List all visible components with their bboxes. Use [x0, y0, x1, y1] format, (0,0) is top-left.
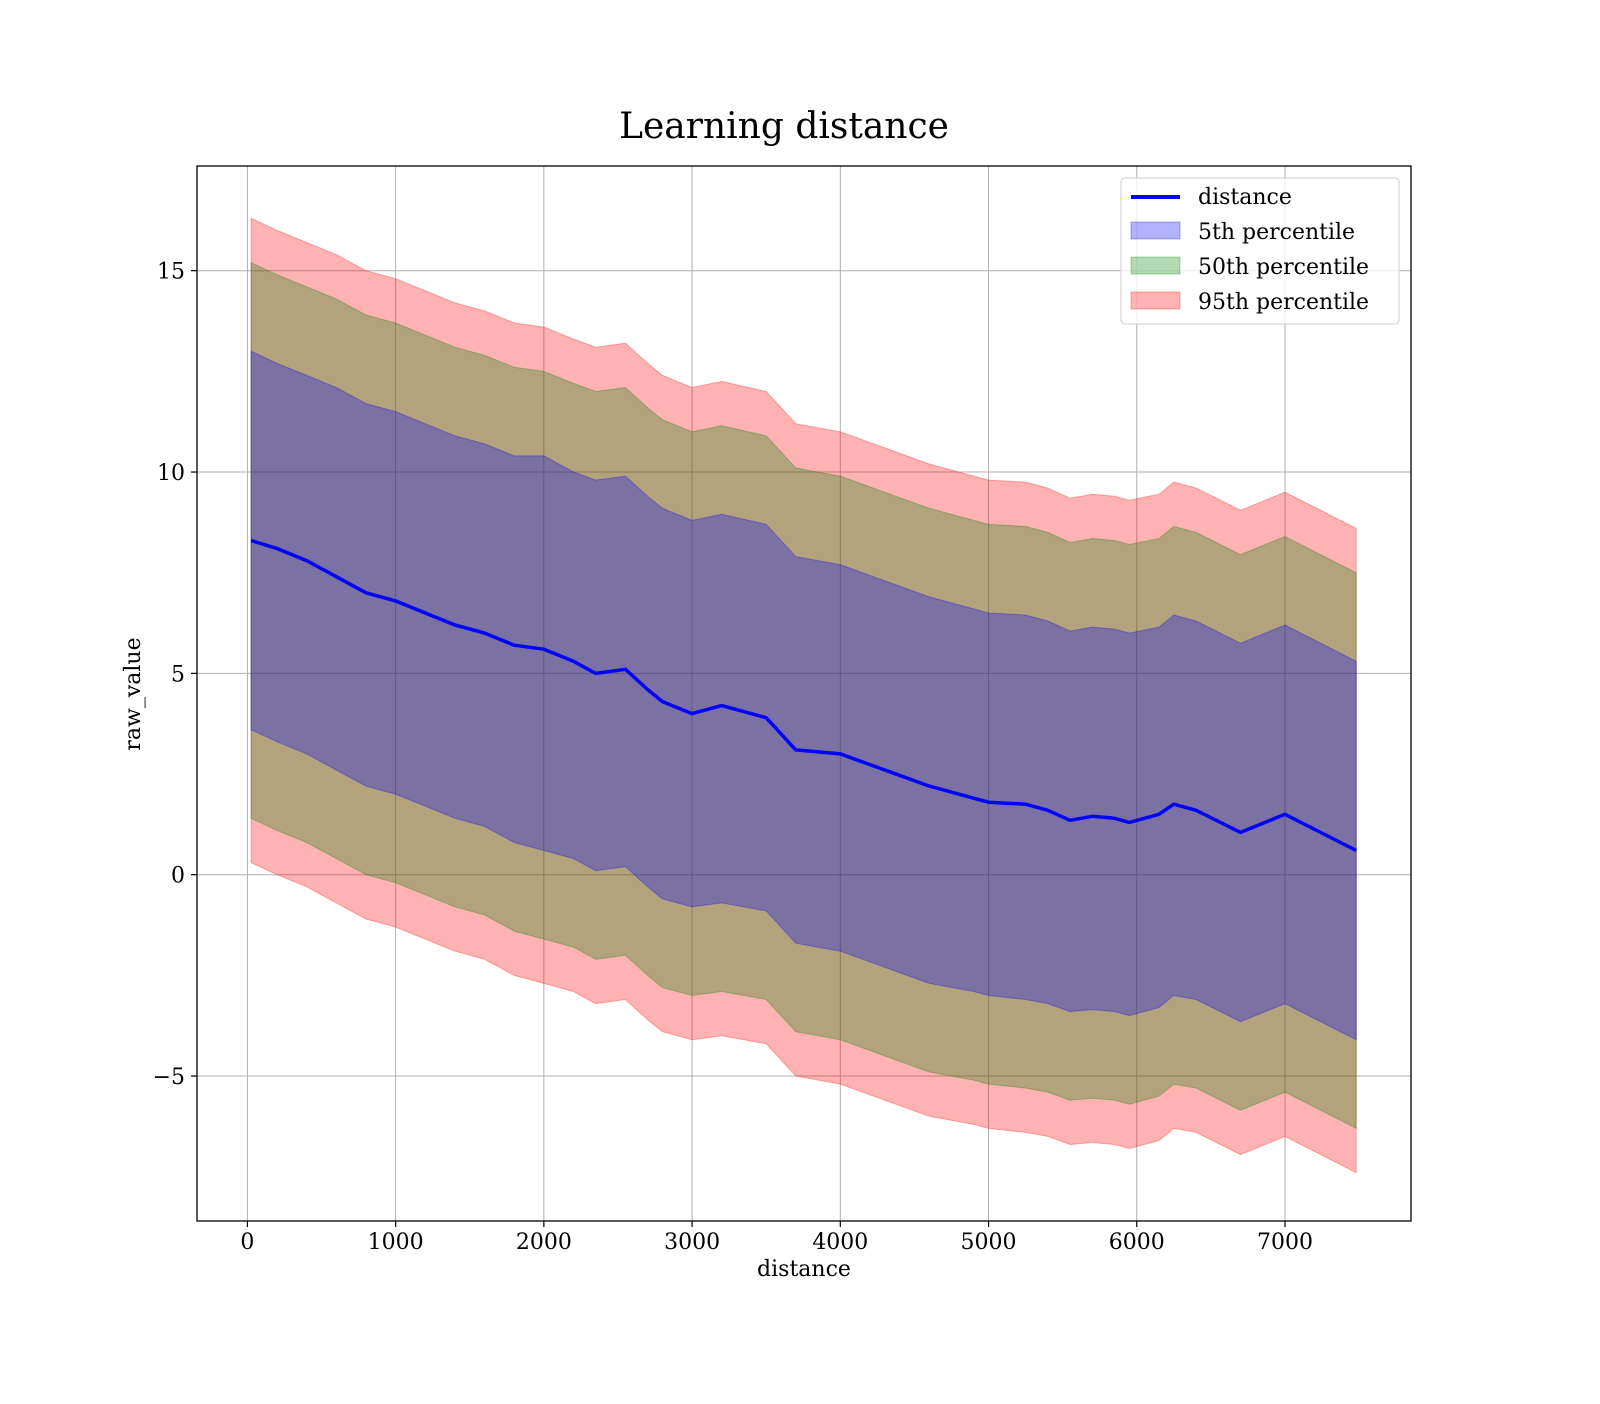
distance-series [250, 538, 1357, 853]
x-tick-label: 0 [240, 1230, 254, 1255]
legend-5th-label: 5th percentile [1198, 220, 1355, 245]
x-tick-label: 3000 [664, 1230, 720, 1255]
grid-lines [197, 166, 1411, 1221]
band-95th [250, 217, 1357, 1174]
distance-line [250, 538, 1357, 853]
x-tick-label: 1000 [368, 1230, 424, 1255]
y-axis-label: raw_value [121, 637, 146, 750]
x-tick-label: 2000 [516, 1230, 572, 1255]
band-5th [250, 350, 1357, 1041]
chart-title: Learning distance [619, 106, 949, 147]
x-axis-label: distance [757, 1257, 851, 1282]
x-tick-label: 5000 [961, 1230, 1017, 1255]
y-tick-label: 10 [157, 461, 185, 486]
plot-frame [196, 165, 1412, 1222]
percentile-bands [250, 217, 1357, 1174]
legend-5th-swatch [1130, 221, 1181, 240]
x-tick-label: 7000 [1257, 1230, 1313, 1255]
x-tick-label: 6000 [1109, 1230, 1165, 1255]
legend-distance-label: distance [1198, 185, 1292, 210]
legend-50th-swatch [1130, 256, 1181, 275]
legend: distance 5th percentile 50th percentile … [1120, 177, 1400, 325]
legend-50th-label: 50th percentile [1198, 255, 1369, 280]
legend-95th-swatch [1130, 291, 1181, 310]
legend-95th-label: 95th percentile [1198, 290, 1369, 315]
y-tick-label: 5 [171, 662, 185, 687]
x-axis-ticks: 0 1000 2000 3000 4000 5000 6000 7000 [240, 1221, 1313, 1255]
y-tick-label: −5 [153, 1065, 185, 1090]
y-axis-ticks: −5 0 5 10 15 [153, 260, 197, 1090]
x-tick-label: 4000 [812, 1230, 868, 1255]
y-tick-label: 15 [157, 260, 185, 285]
legend-box [1120, 177, 1400, 325]
y-tick-label: 0 [171, 864, 185, 889]
band-50th [250, 261, 1357, 1130]
